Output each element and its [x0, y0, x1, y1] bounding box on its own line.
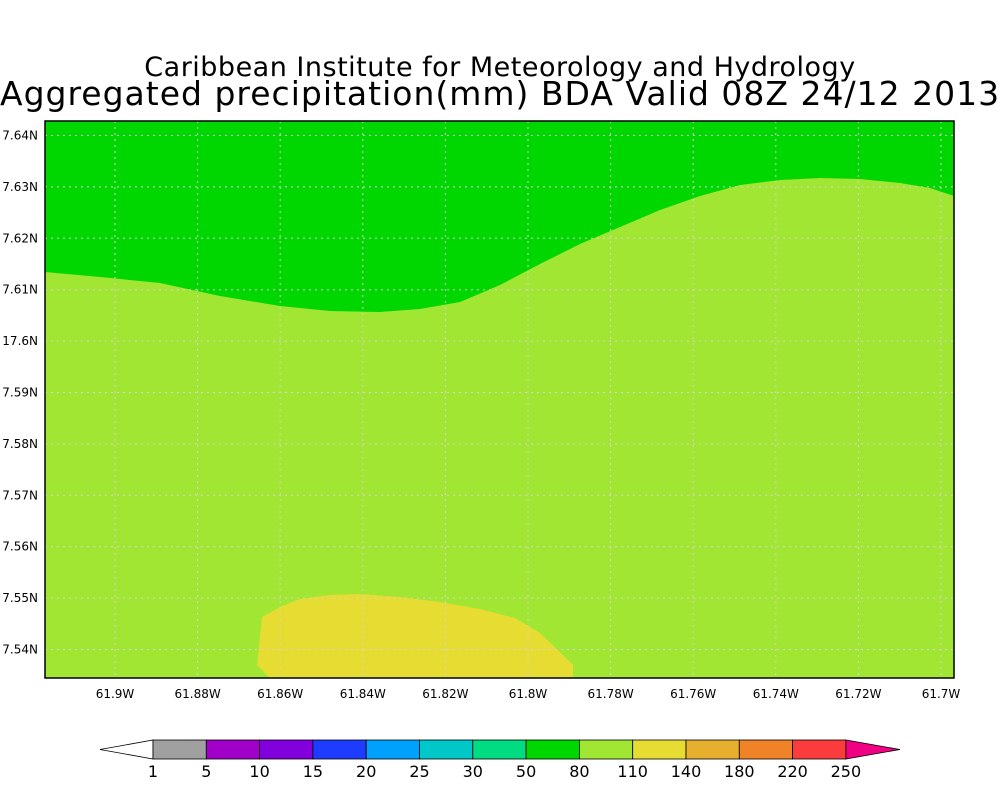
colorbar-label: 15 [303, 762, 323, 781]
latitude-label: 7.54N [2, 643, 38, 657]
plot-frame [44, 120, 955, 679]
longitude-label: 61.78W [587, 687, 633, 701]
longitude-label: 61.76W [670, 687, 716, 701]
map-plot-area [44, 120, 955, 679]
colorbar-swatch [205, 739, 261, 760]
colorbar-label: 5 [201, 762, 211, 781]
latitude-label: 7.61N [2, 283, 38, 297]
colorbar-swatch [312, 739, 367, 760]
longitude-label: 61.82W [422, 687, 468, 701]
colorbar-label: 80 [569, 762, 589, 781]
longitude-label: 61.72W [835, 687, 881, 701]
colorbar-swatch [685, 739, 740, 760]
latitude-label: 7.59N [2, 386, 38, 400]
latitude-label: 7.63N [2, 180, 38, 194]
colorbar-label: 20 [356, 762, 376, 781]
latitude-label: 7.56N [2, 540, 38, 554]
latitude-label: 7.62N [2, 231, 38, 245]
longitude-label: 61.9W [96, 687, 135, 701]
colorbar-label: 250 [831, 762, 862, 781]
longitude-label: 61.74W [753, 687, 799, 701]
longitude-label: 61.86W [257, 687, 303, 701]
colorbar-swatch [792, 739, 847, 760]
graticule [45, 121, 954, 678]
colorbar-under-triangle [99, 739, 154, 760]
institute-title: Caribbean Institute for Meteorology and … [144, 52, 856, 83]
colorbar-over-triangle [845, 739, 901, 760]
colorbar-swatch [152, 739, 207, 760]
longitude-label: 61.8W [509, 687, 548, 701]
longitude-labels: 61.9W 61.88W 61.86W 61.84W 61.82W 61.8W 61.78W… [96, 687, 961, 701]
band-110-140 [257, 594, 573, 678]
colorbar-label: 10 [249, 762, 269, 781]
product-title: Aggregated precipitation(mm) BDA Valid 0… [0, 74, 1000, 113]
colorbar-label: 30 [463, 762, 483, 781]
colorbar-label: 110 [617, 762, 648, 781]
colorbar-label: 25 [409, 762, 429, 781]
colorbar-label: 50 [516, 762, 536, 781]
latitude-label: 17.6N [2, 334, 38, 348]
latitude-label: 7.58N [2, 437, 38, 451]
longitude-label: 61.84W [340, 687, 386, 701]
colorbar-label: 220 [777, 762, 808, 781]
colorbar-swatch [472, 739, 527, 760]
longitude-label: 61.7W [922, 687, 961, 701]
colorbar-label: 1 [148, 762, 158, 781]
latitude-label: 7.55N [2, 591, 38, 605]
colorbar-swatch [525, 739, 580, 760]
colorbar-swatch [365, 739, 420, 760]
colorbar: 1 5 10 15 20 25 30 50 80 110 140 180 220 250 [99, 739, 901, 781]
band-80-110 [45, 178, 954, 678]
colorbar-swatch [259, 739, 314, 760]
latitude-label: 7.57N [2, 488, 38, 502]
latitude-labels: 7.64N 7.63N 7.62N 7.61N 17.6N 7.59N 7.58N 7.57N… [2, 129, 38, 657]
colorbar-swatch [419, 739, 474, 760]
colorbar-swatch [738, 739, 793, 760]
colorbar-label: 140 [671, 762, 702, 781]
colorbar-swatch [579, 739, 634, 760]
latitude-label: 7.64N [2, 129, 38, 143]
colorbar-swatch [632, 739, 687, 760]
colorbar-label: 180 [724, 762, 755, 781]
longitude-label: 61.88W [174, 687, 220, 701]
